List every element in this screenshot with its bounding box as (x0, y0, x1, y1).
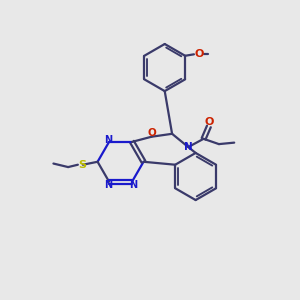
Text: O: O (195, 49, 204, 59)
Text: O: O (147, 128, 156, 138)
Text: N: N (104, 134, 112, 145)
Text: S: S (78, 160, 86, 170)
Text: N: N (104, 180, 112, 190)
Text: N: N (129, 180, 137, 190)
Text: N: N (184, 142, 193, 152)
Text: O: O (204, 117, 214, 127)
